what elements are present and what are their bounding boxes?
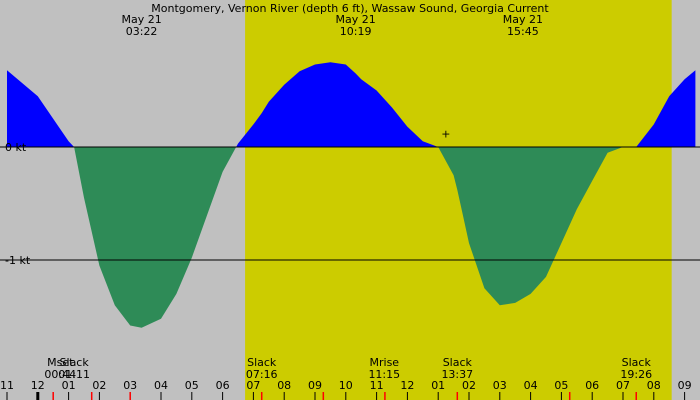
x-tick-label: 05	[554, 379, 568, 392]
extreme-annotation: 03:22	[126, 25, 158, 38]
ebb-current-area	[7, 147, 696, 328]
extreme-annotation: May 21	[336, 13, 376, 26]
x-tick-label: 04	[524, 379, 538, 392]
x-tick-label: 04	[154, 379, 168, 392]
x-tick-label: 03	[493, 379, 507, 392]
daylight-band	[245, 0, 672, 400]
x-tick-label: 07	[246, 379, 260, 392]
midnight-marker	[36, 392, 40, 400]
x-tick-label: 06	[585, 379, 599, 392]
extreme-annotation: May 21	[121, 13, 161, 26]
x-tick-label: 07	[616, 379, 630, 392]
event-label: 19:26	[620, 368, 652, 381]
event-label: 07:16	[246, 368, 278, 381]
x-tick-label: 10	[339, 379, 353, 392]
x-tick-label: 11	[0, 379, 14, 392]
event-label: Slack	[247, 356, 277, 369]
y-tick-label: 0 kt	[5, 141, 27, 154]
x-tick-label: 09	[678, 379, 692, 392]
flood-current-area	[7, 62, 696, 147]
event-label: Slack	[60, 356, 90, 369]
event-label: 13:37	[441, 368, 473, 381]
x-tick-label: 11	[370, 379, 384, 392]
extreme-annotation: May 21	[503, 13, 543, 26]
x-tick-label: 06	[216, 379, 230, 392]
event-label: Slack	[622, 356, 652, 369]
event-label: 01:11	[58, 368, 90, 381]
x-tick-label: 02	[92, 379, 106, 392]
x-tick-label: 08	[647, 379, 661, 392]
x-tick-label: 02	[462, 379, 476, 392]
event-label: Mrise	[370, 356, 400, 369]
event-label: 11:15	[368, 368, 400, 381]
event-label: Slack	[443, 356, 473, 369]
chart-title: Montgomery, Vernon River (depth 6 ft), W…	[151, 2, 549, 15]
extreme-annotation: 10:19	[340, 25, 372, 38]
x-axis-ticks: 11 12 01 02 03 04 05 06 07 08 09 10 11 12 01 02 03 04 05 06…	[0, 379, 692, 400]
x-tick-label: 12	[400, 379, 414, 392]
x-tick-label: 01	[431, 379, 445, 392]
extreme-annotation: 15:45	[507, 25, 539, 38]
x-tick-label: 03	[123, 379, 137, 392]
event-label: 00:44	[44, 368, 76, 381]
x-tick-label: 05	[185, 379, 199, 392]
x-tick-label: 01	[62, 379, 76, 392]
gridline-layer	[0, 146, 700, 261]
event-label: Mset	[47, 356, 74, 369]
x-tick-label: 08	[277, 379, 291, 392]
y-tick-label: -1 kt	[5, 254, 31, 267]
x-tick-label: 09	[308, 379, 322, 392]
plus-marker: +	[441, 127, 450, 140]
x-tick-label: 12	[31, 379, 45, 392]
current-area-layer	[7, 62, 696, 328]
